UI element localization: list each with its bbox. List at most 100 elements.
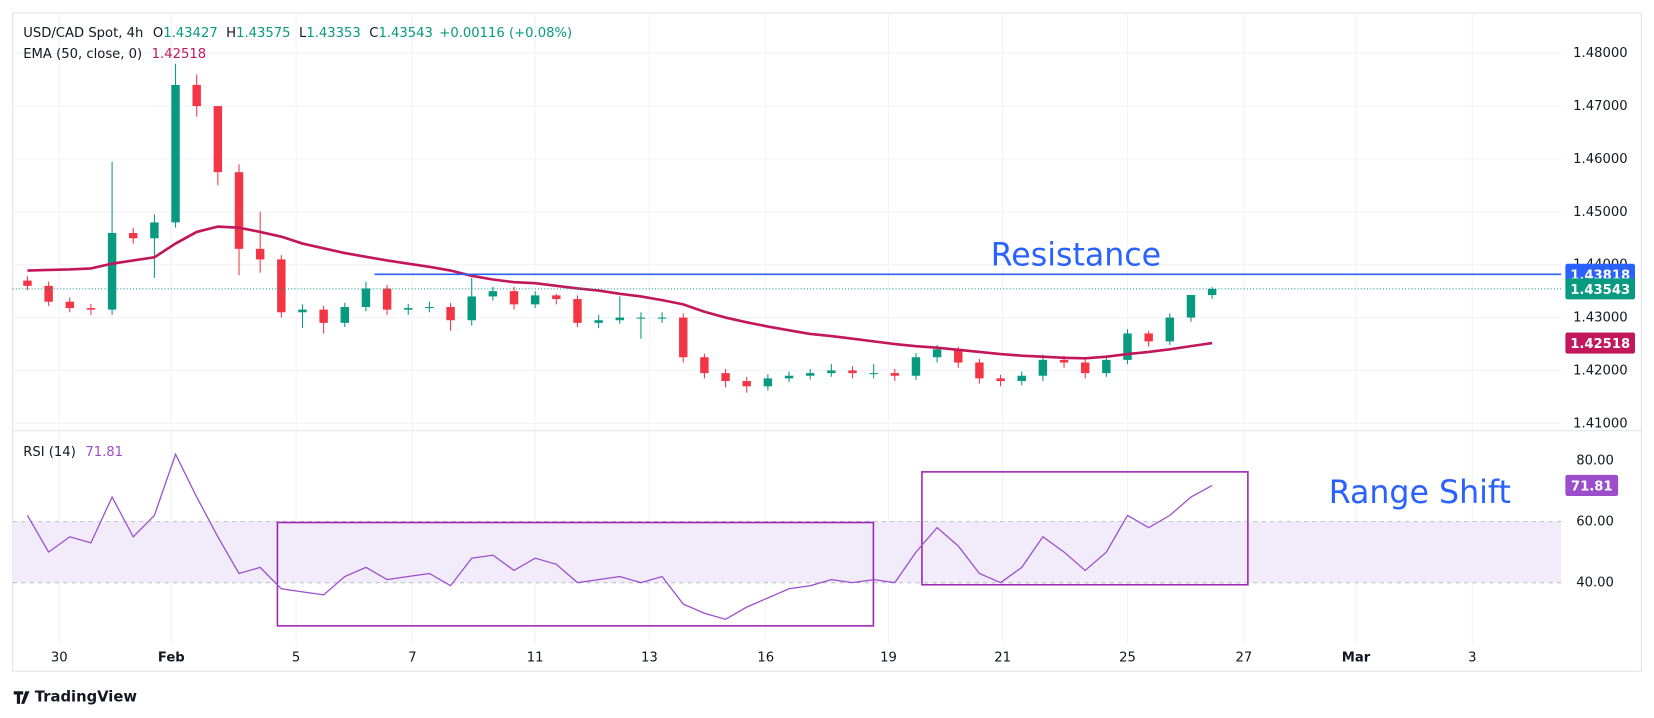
candle-body <box>784 375 794 379</box>
candle-body <box>171 84 180 223</box>
candle-body <box>1165 317 1175 342</box>
candle-body <box>488 291 498 297</box>
candle-body <box>552 295 561 300</box>
ohlc-value: 1.43575 <box>236 26 290 41</box>
ohlc-label: O <box>153 26 163 41</box>
candle-body <box>213 106 223 173</box>
candle-body <box>573 299 582 323</box>
candle-body <box>721 373 730 382</box>
candle-body <box>340 307 350 323</box>
candle-body <box>107 232 117 310</box>
x-tick-label: Feb <box>158 651 185 666</box>
candle-body <box>44 285 53 302</box>
ohlc-label: H <box>226 26 236 41</box>
change: +0.00116 (+0.08%) <box>439 26 572 41</box>
ohlc-value: 1.43427 <box>163 26 217 41</box>
candle-body <box>996 378 1005 382</box>
rsi-badge <box>1565 474 1619 496</box>
x-tick-label: 21 <box>994 651 1011 666</box>
candle-body <box>1080 362 1090 374</box>
ema-name: EMA (50, close, 0) <box>23 47 142 62</box>
candle-body <box>467 296 476 321</box>
ema-value: 1.42518 <box>152 47 206 62</box>
candle-body <box>509 291 519 305</box>
rsi-tick-label: 60.00 <box>1576 515 1614 530</box>
y-tick-label: 1.45000 <box>1573 205 1627 220</box>
y-tick-label: 1.47000 <box>1573 99 1627 114</box>
candle-body <box>192 84 201 107</box>
rsi-value: 71.81 <box>85 445 123 460</box>
candle-body <box>636 317 646 319</box>
grid <box>12 13 1562 644</box>
candle-body <box>1186 294 1196 318</box>
price-badge <box>1565 332 1636 354</box>
x-tick-label: 13 <box>641 651 658 666</box>
candle-body <box>1123 333 1132 360</box>
ohlc-label: L <box>299 26 307 41</box>
rsi-tick-label: 80.00 <box>1576 453 1614 468</box>
candle-body <box>763 378 773 387</box>
candle-body <box>1102 359 1111 374</box>
candle-body <box>657 317 667 319</box>
candle-body <box>1144 333 1153 342</box>
resistance-label: Resistance <box>991 238 1161 274</box>
candle-body <box>361 288 371 308</box>
candle-body <box>742 381 751 387</box>
rsi-line <box>26 452 1213 621</box>
candle-body <box>319 309 328 323</box>
candle-body <box>827 370 836 374</box>
x-tick-label: 11 <box>527 651 544 666</box>
candle-body <box>932 349 942 358</box>
logo <box>13 691 30 704</box>
candle-body <box>700 357 709 374</box>
candle-body <box>425 307 434 309</box>
marks <box>12 63 1562 621</box>
rsi-name: RSI (14) <box>23 445 76 460</box>
symbol: USD/CAD Spot, 4h <box>23 26 143 41</box>
candle-body <box>446 307 455 321</box>
ohlc-label: C <box>369 26 378 41</box>
x-tick-label: 16 <box>757 651 774 666</box>
price-badge-label: 1.43543 <box>1570 283 1630 298</box>
y-tick-label: 1.48000 <box>1573 46 1627 61</box>
ohlc-value: 1.43543 <box>378 26 432 41</box>
candle-body <box>530 295 540 305</box>
candle-body <box>1017 375 1026 382</box>
candle-body <box>615 317 625 321</box>
candle-body <box>890 373 900 376</box>
ema-legend: EMA (50, close, 0) 1.42518 <box>23 47 206 62</box>
candle-body <box>255 248 265 260</box>
candle-body <box>277 259 286 313</box>
x-tick-label: 30 <box>51 651 68 666</box>
candle-body <box>805 373 815 376</box>
candle-body <box>594 320 603 323</box>
y-tick-label: 1.43000 <box>1573 311 1627 326</box>
header: USD/CAD Spot, 4h O1.43427 H1.43575 L1.43353… <box>23 26 572 41</box>
candle-body <box>848 370 857 374</box>
price-badge-label: 1.42518 <box>1570 337 1630 352</box>
x-tick-label: 5 <box>292 651 300 666</box>
brand-name: TradingView <box>35 689 138 706</box>
x-tick-label: 19 <box>880 651 897 666</box>
candle-body <box>298 309 307 313</box>
candle-body <box>1038 359 1048 376</box>
range-box <box>921 471 1249 586</box>
y-tick-label: 1.42000 <box>1573 363 1627 378</box>
candle-body <box>869 373 878 375</box>
rsi-legend: RSI (14) 71.81 <box>23 445 123 460</box>
ema-line <box>27 225 1213 360</box>
x-tick-label: 27 <box>1235 651 1252 666</box>
candle-body <box>150 222 159 239</box>
candle-body <box>129 232 138 239</box>
rsi-tick-label: 40.00 <box>1576 576 1614 591</box>
candle-body <box>975 362 984 379</box>
y-tick-label: 1.41000 <box>1573 416 1627 431</box>
x-tick-label: 7 <box>408 651 416 666</box>
candle-body <box>23 280 32 286</box>
price-badge <box>1565 278 1636 300</box>
rsi-band <box>12 521 1562 583</box>
candle-body <box>65 301 74 309</box>
ohlc-value: 1.43353 <box>306 26 360 41</box>
